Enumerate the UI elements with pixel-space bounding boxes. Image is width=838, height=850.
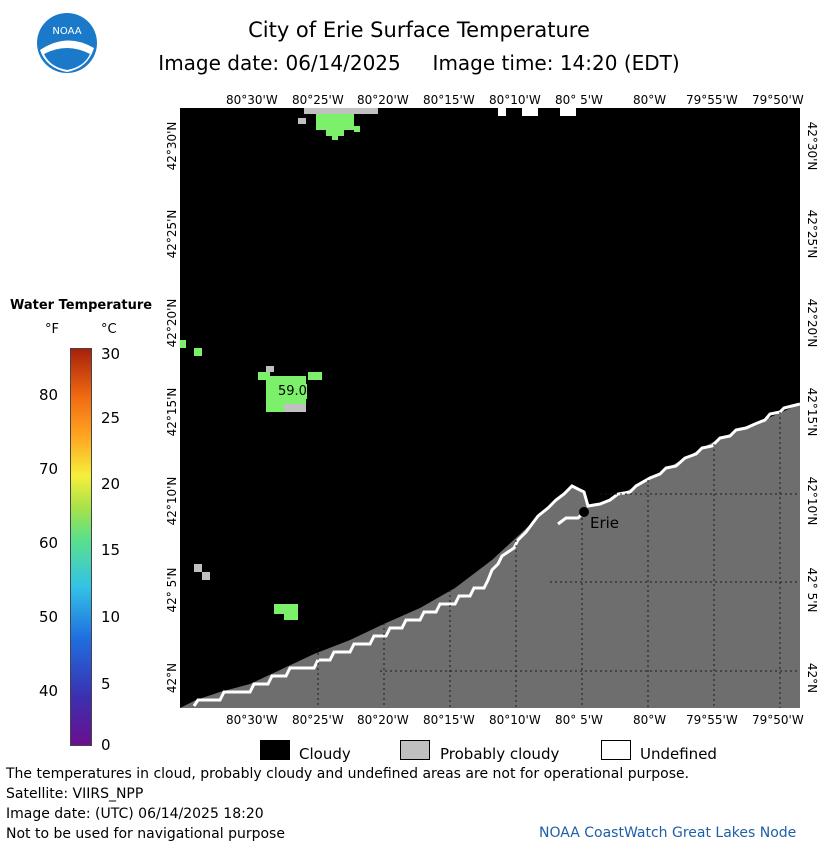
lon-label-top: 80°10'W (489, 93, 541, 107)
key-cloudy-swatch (260, 740, 290, 760)
legend-c-tick: 30 (101, 345, 121, 363)
temperature-colorbar (70, 348, 92, 746)
lon-label-bottom: 80° 5'W (555, 713, 603, 727)
key-probably-cloudy-label: Probably cloudy (440, 745, 560, 763)
legend-c-tick: 0 (101, 736, 111, 754)
lon-label-top: 80°W (633, 93, 667, 107)
legend-f-tick: 80 (39, 386, 59, 404)
lat-label-right: 42° 5'N (805, 567, 819, 613)
lon-label-bottom: 80°W (633, 713, 667, 727)
footer-utc-date: Image date: (UTC) 06/14/2025 18:20 (6, 806, 264, 822)
noaa-logo: NOAA (37, 13, 97, 73)
shoreline (192, 402, 800, 707)
temperature-value-label: 59.0 (278, 384, 307, 399)
footer-satellite: Satellite: VIIRS_NPP (6, 786, 144, 802)
legend-unit-c: °C (101, 322, 117, 337)
legend-c-tick: 5 (101, 675, 111, 693)
lat-label-left: 42°25'N (165, 209, 179, 259)
probably-cloudy-patches (194, 108, 378, 580)
lon-label-top: 80°15'W (423, 93, 475, 107)
lat-label-left: 42°20'N (165, 298, 179, 348)
lon-label-bottom: 80°20'W (357, 713, 409, 727)
city-label: Erie (590, 514, 620, 532)
lat-label-left: 42°N (165, 662, 179, 694)
legend-unit-f: °F (45, 322, 59, 337)
legend-f-tick: 40 (39, 682, 59, 700)
footer-credit-link[interactable]: NOAA CoastWatch Great Lakes Node (539, 825, 797, 841)
lat-label-right: 42°N (805, 662, 819, 694)
legend-c-tick: 10 (101, 608, 121, 626)
erie-city-marker (579, 507, 589, 517)
temperature-map: 59.0 Erie (180, 108, 800, 708)
legend-f-tick: 50 (39, 608, 59, 626)
lat-label-right: 42°15'N (805, 387, 819, 437)
legend-c-tick: 25 (101, 409, 121, 427)
lon-label-bottom: 80°25'W (292, 713, 344, 727)
key-cloudy-label: Cloudy (299, 745, 351, 763)
lat-label-right: 42°25'N (805, 209, 819, 259)
lon-label-bottom: 80°15'W (423, 713, 475, 727)
lat-label-right: 42°10'N (805, 476, 819, 526)
lon-label-bottom: 80°10'W (489, 713, 541, 727)
land-area (180, 404, 800, 708)
legend-c-tick: 20 (101, 475, 121, 493)
lon-label-top: 79°55'W (686, 93, 738, 107)
lon-label-top: 80°20'W (357, 93, 409, 107)
lon-label-top: 79°50'W (752, 93, 804, 107)
legend-f-tick: 70 (39, 460, 59, 478)
lat-label-right: 42°20'N (805, 298, 819, 348)
key-probably-cloudy-swatch (400, 740, 430, 760)
lat-label-left: 42°10'N (165, 476, 179, 526)
lon-label-bottom: 79°55'W (686, 713, 738, 727)
footer-nav-warning: Not to be used for navigational purpose (6, 826, 285, 842)
lat-label-right: 42°30'N (805, 121, 819, 171)
lon-label-top: 80°30'W (226, 93, 278, 107)
lat-label-left: 42° 5'N (165, 567, 179, 613)
lon-label-top: 80°25'W (292, 93, 344, 107)
lat-label-left: 42°15'N (165, 387, 179, 437)
footer-disclaimer: The temperatures in cloud, probably clou… (6, 766, 690, 782)
image-date-time: Image date: 06/14/2025 Image time: 14:20… (158, 51, 680, 75)
lon-label-top: 80° 5'W (555, 93, 603, 107)
key-undefined-label: Undefined (640, 745, 717, 763)
logo-text: NOAA (52, 26, 81, 37)
undefined-patches (498, 108, 576, 116)
legend-title: Water Temperature (10, 298, 153, 313)
lon-label-bottom: 79°50'W (752, 713, 804, 727)
legend-c-tick: 15 (101, 541, 121, 559)
page-title: City of Erie Surface Temperature (248, 18, 590, 42)
graticule (317, 412, 800, 708)
map-canvas (180, 108, 800, 708)
lon-label-bottom: 80°30'W (226, 713, 278, 727)
lat-label-left: 42°30'N (165, 121, 179, 171)
key-undefined-swatch (601, 740, 631, 760)
legend-f-tick: 60 (39, 534, 59, 552)
